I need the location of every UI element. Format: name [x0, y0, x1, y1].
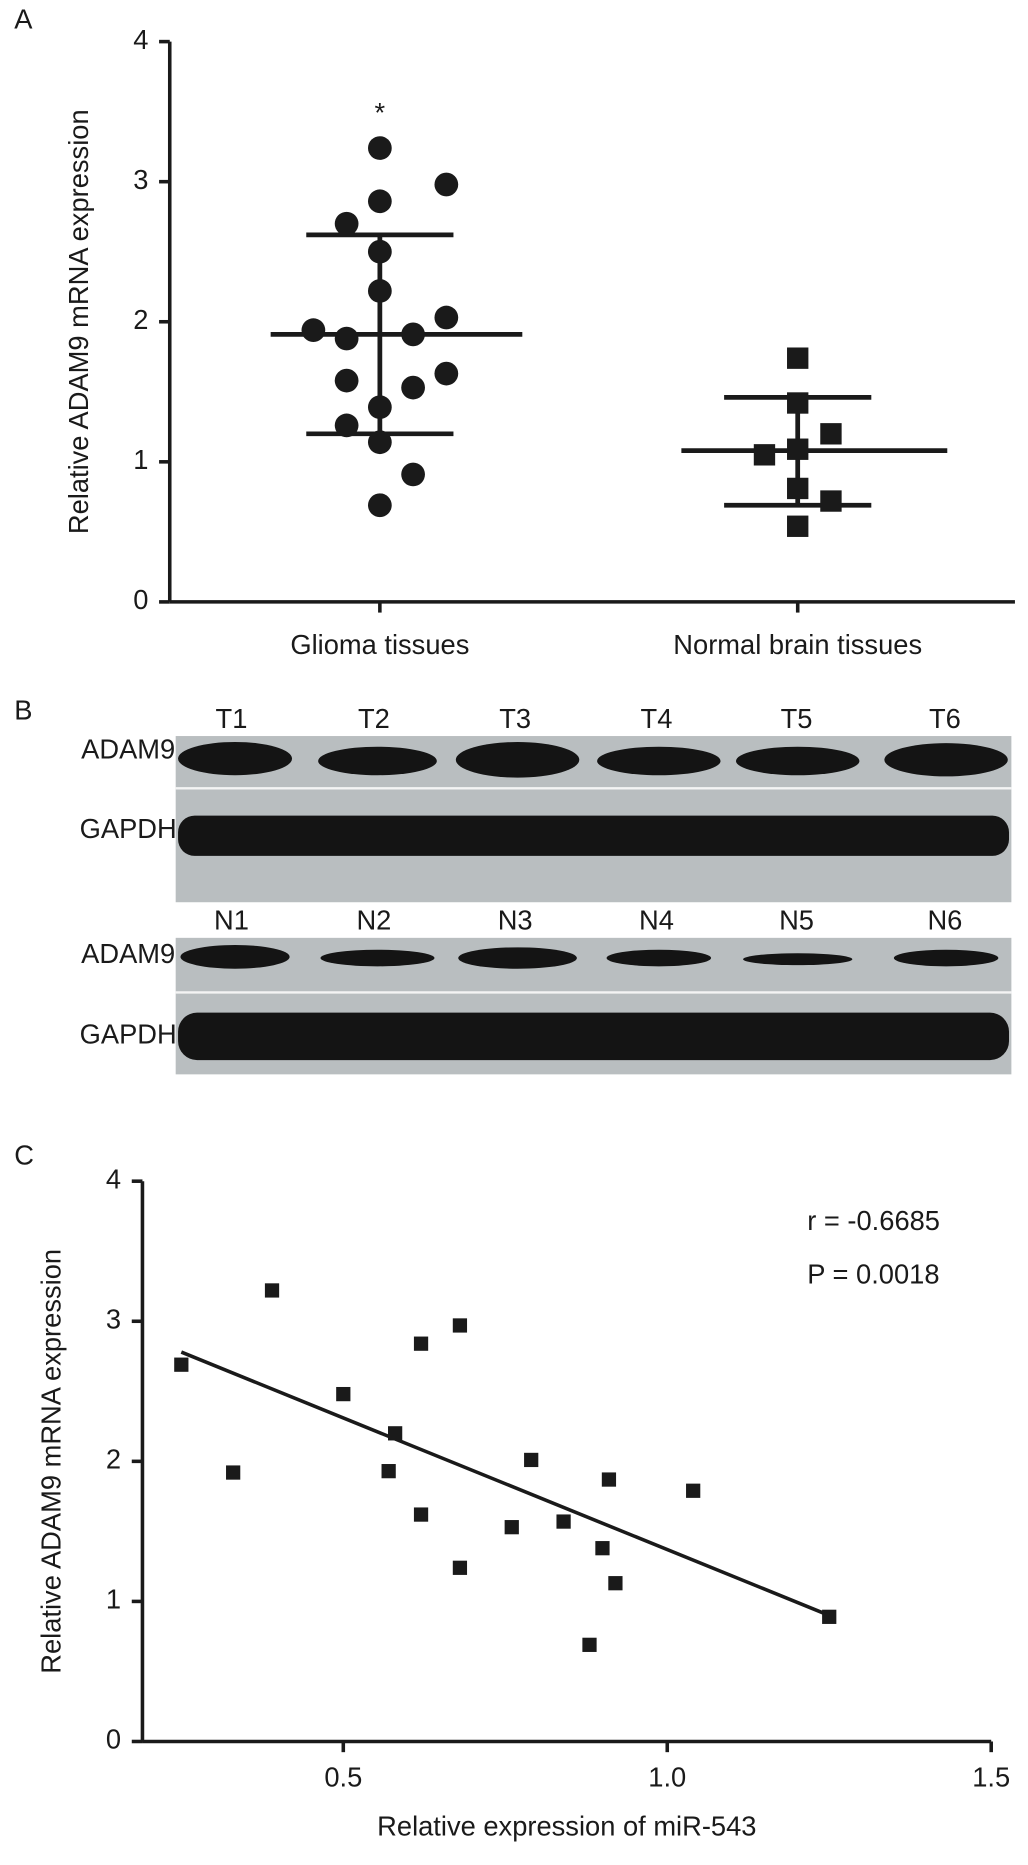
- lane-label: N1: [214, 905, 249, 936]
- band: [606, 949, 712, 967]
- y-tick-label: 4: [106, 1163, 121, 1194]
- data-point: [334, 211, 359, 236]
- data-point: [582, 1637, 597, 1652]
- data-point: [434, 172, 459, 197]
- data-point: [264, 1283, 280, 1298]
- band: [320, 949, 435, 967]
- blot-bottom: [175, 937, 1012, 1075]
- band: [178, 815, 1010, 856]
- lane-label: N5: [779, 905, 814, 936]
- lane-label: T2: [358, 703, 390, 734]
- x-tick-label: 1.5: [972, 1762, 1010, 1793]
- significance-mark: *: [375, 97, 386, 128]
- lane-label: T5: [781, 703, 813, 734]
- data-point: [595, 1541, 610, 1556]
- data-point: [401, 462, 425, 487]
- band: [178, 741, 293, 776]
- data-point: [787, 347, 809, 369]
- data-point: [820, 423, 842, 445]
- y-tick-label: 4: [133, 24, 148, 55]
- regression-line: [180, 1350, 830, 1618]
- data-point: [556, 1514, 571, 1529]
- data-point: [367, 189, 392, 214]
- data-point: [434, 305, 459, 330]
- data-point: [686, 1483, 701, 1498]
- y-axis-label: Relative ADAM9 mRNA expression: [36, 1249, 67, 1674]
- x-axis-label: Relative expression of miR-543: [377, 1810, 756, 1841]
- annotation: r = -0.6685: [807, 1205, 940, 1236]
- band: [743, 953, 853, 966]
- data-point: [226, 1465, 241, 1480]
- y-tick-label: 1: [106, 1584, 121, 1615]
- lane-label: N3: [498, 905, 533, 936]
- x-tick-label: Glioma tissues: [290, 629, 469, 660]
- y-tick-label: 2: [133, 304, 148, 335]
- data-point: [367, 430, 392, 455]
- data-point: [452, 1560, 468, 1575]
- band: [597, 746, 721, 776]
- data-point: [401, 375, 425, 400]
- data-point: [787, 515, 809, 537]
- x-tick-label: 1.0: [648, 1762, 686, 1793]
- band: [458, 947, 577, 969]
- y-tick-label: 0: [133, 584, 148, 615]
- annotation: P = 0.0018: [807, 1258, 939, 1289]
- lane-label: N6: [927, 905, 962, 936]
- data-point: [367, 493, 392, 518]
- blot-row-label: GAPDH: [80, 1019, 177, 1050]
- band: [735, 746, 860, 776]
- y-tick-label: 2: [106, 1444, 121, 1475]
- panel-label: B: [14, 695, 32, 726]
- data-point: [504, 1520, 519, 1535]
- lane-label: T4: [641, 703, 673, 734]
- blot-row-label: ADAM9: [81, 938, 175, 969]
- data-point: [753, 444, 776, 466]
- data-point: [301, 318, 326, 343]
- lane-label: T6: [929, 703, 961, 734]
- data-point: [820, 490, 842, 512]
- data-point: [452, 1318, 468, 1333]
- blot-row-label: GAPDH: [80, 813, 177, 844]
- lane-label: T3: [499, 703, 531, 734]
- lane-label: N2: [356, 905, 391, 936]
- lane-label: T1: [216, 703, 248, 734]
- data-point: [413, 1507, 429, 1522]
- band: [178, 1012, 1010, 1061]
- data-point: [334, 413, 359, 438]
- band: [893, 949, 999, 967]
- data-point: [434, 361, 459, 386]
- band: [884, 743, 1008, 777]
- y-tick-label: 3: [133, 164, 148, 195]
- blot-row-label: ADAM9: [81, 734, 175, 765]
- data-point: [381, 1464, 396, 1479]
- y-tick-label: 0: [106, 1724, 121, 1755]
- data-point: [413, 1336, 429, 1351]
- panel-label: A: [14, 4, 33, 35]
- data-point: [608, 1576, 623, 1591]
- data-point: [524, 1452, 539, 1468]
- panel-label: C: [14, 1140, 34, 1171]
- band: [180, 944, 290, 969]
- data-point: [174, 1357, 189, 1372]
- blot-top: [175, 736, 1012, 903]
- data-point: [334, 326, 359, 351]
- y-tick-label: 1: [133, 444, 148, 475]
- y-axis-label: Relative ADAM9 mRNA expression: [63, 109, 94, 534]
- y-tick-label: 3: [106, 1303, 121, 1334]
- data-point: [367, 136, 392, 160]
- x-tick-label: Normal brain tissues: [673, 629, 922, 660]
- data-point: [334, 368, 359, 393]
- data-point: [601, 1472, 617, 1487]
- lane-label: N4: [639, 905, 674, 936]
- data-point: [336, 1386, 351, 1402]
- band: [455, 741, 580, 778]
- x-tick-label: 0.5: [324, 1762, 362, 1793]
- band: [318, 746, 437, 776]
